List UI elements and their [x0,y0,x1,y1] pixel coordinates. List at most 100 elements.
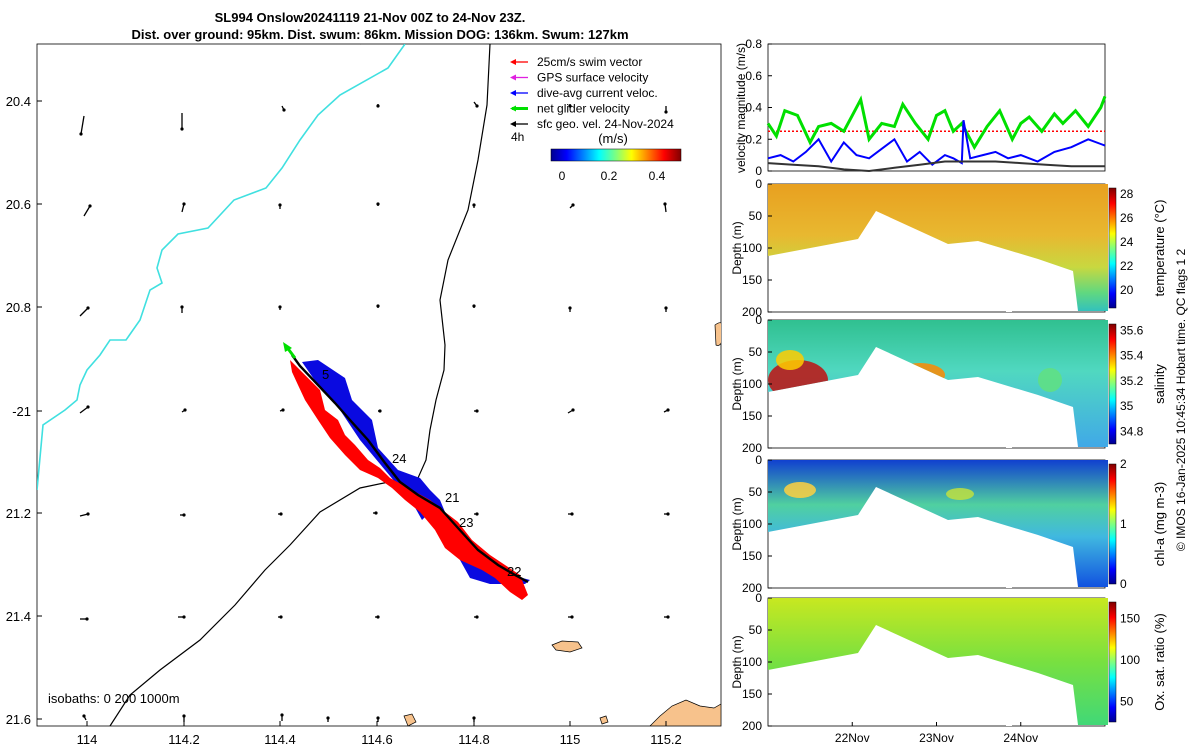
sfc-velocity-arrowhead [88,204,92,208]
depth-axis-label: Depth (m) [730,221,744,274]
sfc-velocity-arrowhead [182,513,186,517]
sfc-velocity-arrowhead [472,304,476,308]
time-x-tick-label: 22Nov [835,731,870,745]
colorbar-tick-label: 26 [1120,211,1134,225]
sfc-velocity-arrowhead [376,304,380,308]
profile-data-gap [1006,395,1012,448]
track-line [291,354,529,584]
title-line1: SL994 Onslow20241119 21-Nov 00Z to 24-No… [215,10,526,25]
colorbar-tick-label: 35 [1120,399,1134,413]
map-x-tick-label: 114.8 [458,732,490,747]
depth-tick-label: 0 [755,591,762,605]
coastline-islands [403,322,721,726]
sfc-velocity-arrowhead [86,512,90,516]
legend-label: sfc geo. vel. 24-Nov-2024 [537,117,674,131]
colorbar-label: Ox. sat. ratio (%) [1152,613,1167,711]
map-x-ticks: 114 114.2 114.4 114.6 114.8 115 115.2 [77,721,682,747]
colorbar-label: salinity [1152,364,1167,404]
depth-tick-label: 200 [742,719,762,733]
sfc-velocity-arrowhead [666,615,670,619]
track-map: 114 114.2 114.4 114.6 114.8 115 115.2 20.4 20.6… [6,43,722,747]
colorbar-tick-label: 35.2 [1120,374,1144,388]
sfc-velocity-arrowhead [568,104,572,108]
sfc-velocity-arrowhead [664,110,668,114]
interval-label: 4h [511,130,524,144]
sfc-velocity-arrowhead [663,202,667,206]
legend-swatch-head [510,90,516,96]
legend-label: GPS surface velocity [537,71,648,85]
temperature-panel: 0 50 100 150 200 Depth (m) 20 22 24 26 28 temperatu… [730,177,1167,319]
variable-colorbar [1108,187,1117,309]
sfc-velocity-arrowhead [570,512,574,516]
map-x-tick-label: 114.2 [168,732,200,747]
profile-data-gap [1006,259,1012,312]
map-legend: 25cm/s swim vector GPS surface velocitydi… [510,55,674,131]
map-y-tick-label: 20.8 [6,300,31,315]
sfc-velocity-arrowhead [79,132,83,136]
map-y-ticks: 20.4 20.6 20.8 -21 21.2 21.4 21.6 [6,94,42,727]
depth-tick-label: 200 [742,581,762,595]
map-y-tick-label: 20.4 [6,94,31,109]
depth-tick-label: 50 [749,485,763,499]
depth-tick-label: 0 [755,453,762,467]
depth-tick-label: 50 [749,345,763,359]
profile-feature [1038,368,1062,392]
legend-swatch-head [510,105,516,112]
sfc-velocity-arrowhead [666,512,670,516]
profile-feature [784,482,816,498]
colorbar-tick-label: 20 [1120,283,1134,297]
map-x-tick-label: 115 [560,732,581,747]
sfc-velocity-arrow [80,115,85,135]
track-day-label: 22 [507,564,521,579]
colorbar-tick-label: 24 [1120,235,1134,249]
profile-data-gap [1006,673,1012,726]
depth-tick-label: 0 [755,313,762,327]
legend-label: 25cm/s swim vector [537,55,642,69]
profile-data-gap [1006,535,1012,588]
chl-a-panel: 0 50 100 150 200 Depth (m) 0 1 2 chl-a (mg m-3) [730,453,1167,595]
legend-swatch-head [510,121,516,127]
profile-feature [776,350,804,370]
sfc-velocity-arrowhead [280,713,284,717]
sfc-velocity-arrowhead [180,305,184,309]
sfc-velocity-arrowhead [278,203,282,207]
depth-tick-label: 50 [749,209,763,223]
series-net-glider-velocity [766,95,1107,151]
sfc-velocity-arrowhead [472,203,476,207]
sfc-velocity-arrowhead [376,615,380,619]
sfc-velocity-arrowhead [666,408,670,412]
colorbar-tick-label: 150 [1120,612,1140,626]
map-x-tick-label: 115.2 [650,732,682,747]
depth-axis-label: Depth (m) [730,635,744,688]
dive-avg-current-band [302,360,530,584]
series-dive-avg-current-veloc- [767,120,1106,167]
speed-colorbar-tick: 0 [559,169,566,183]
sfc-velocity-arrowhead [281,408,285,412]
sfc-velocity-arrow [83,205,91,217]
colorbar-tick-label: 0 [1120,577,1127,591]
series-sfc-geo-vel- [767,160,1105,173]
map-y-tick-label: 20.6 [6,197,31,212]
sfc-velocity-arrow [79,406,89,414]
qc-side-note: © IMOS 16-Jan-2025 10:45:34 Hobart time.… [1174,249,1188,552]
sfc-velocity-arrowhead [475,512,479,516]
isobaths-label: isobaths: 0 200 1000m [48,691,180,706]
velocity-y-tick-label: 0 [755,164,762,178]
sfc-velocity-arrowhead [85,617,89,621]
colorbar-tick-label: 35.4 [1120,349,1144,363]
sfc-velocity-arrowhead [182,202,186,206]
depth-tick-label: 200 [742,305,762,319]
velocity-panel: 0 0.2 0.4 0.6 0.8 velocity magnitude (m/s) [734,37,1107,178]
track-day-label: 23 [459,515,473,530]
colorbar-tick-label: 34.8 [1120,424,1144,438]
sfc-velocity-arrowhead [86,405,90,409]
depth-tick-label: 0 [755,177,762,191]
depth-axis-label: Depth (m) [730,497,744,550]
sfc-velocity-arrowhead [86,306,90,310]
net-glider-velocity-arrowhead [283,342,292,352]
map-y-tick-label: 21.6 [6,712,31,727]
depth-tick-label: 150 [742,409,762,423]
legend-label: net glider velocity [537,102,630,116]
